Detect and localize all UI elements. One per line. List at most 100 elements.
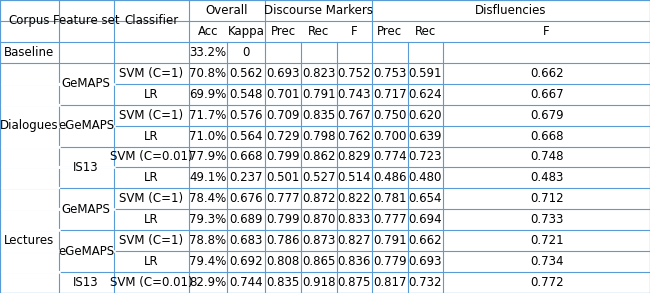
Text: 0.872: 0.872 bbox=[302, 192, 335, 205]
Text: 0.875: 0.875 bbox=[337, 276, 371, 289]
Text: 0.662: 0.662 bbox=[530, 67, 564, 80]
Text: 0.799: 0.799 bbox=[266, 151, 300, 163]
Text: 0.750: 0.750 bbox=[373, 109, 406, 122]
Text: eGeMAPS: eGeMAPS bbox=[58, 245, 114, 258]
Text: 0.576: 0.576 bbox=[229, 109, 263, 122]
Text: 0.624: 0.624 bbox=[409, 88, 442, 101]
Text: 0.591: 0.591 bbox=[409, 67, 442, 80]
Text: 0.823: 0.823 bbox=[302, 67, 335, 80]
Text: 0.833: 0.833 bbox=[337, 213, 371, 226]
Text: eGeMAPS: eGeMAPS bbox=[58, 119, 114, 132]
Text: 70.8%: 70.8% bbox=[189, 67, 227, 80]
Text: Overall: Overall bbox=[205, 4, 248, 17]
Text: Lectures: Lectures bbox=[4, 234, 55, 247]
Text: LR: LR bbox=[144, 171, 159, 184]
Text: 0.712: 0.712 bbox=[530, 192, 564, 205]
Text: Disfluencies: Disfluencies bbox=[475, 4, 547, 17]
Text: 0.777: 0.777 bbox=[373, 213, 406, 226]
Text: 0.817: 0.817 bbox=[373, 276, 406, 289]
Text: 0.733: 0.733 bbox=[530, 213, 564, 226]
Text: 0.799: 0.799 bbox=[266, 213, 300, 226]
Text: 0.808: 0.808 bbox=[266, 255, 300, 268]
Text: 0.721: 0.721 bbox=[530, 234, 564, 247]
Text: 33.2%: 33.2% bbox=[189, 46, 227, 59]
Text: SVM (C=1): SVM (C=1) bbox=[119, 67, 183, 80]
Text: 0.786: 0.786 bbox=[266, 234, 300, 247]
Text: 0.237: 0.237 bbox=[229, 171, 263, 184]
Text: 0.667: 0.667 bbox=[530, 88, 564, 101]
Text: 0.689: 0.689 bbox=[229, 213, 263, 226]
Text: 0.709: 0.709 bbox=[266, 109, 300, 122]
Text: 82.9%: 82.9% bbox=[189, 276, 227, 289]
Text: 0.694: 0.694 bbox=[409, 213, 442, 226]
Text: 0.732: 0.732 bbox=[409, 276, 442, 289]
Text: 0.679: 0.679 bbox=[530, 109, 564, 122]
Text: Corpus: Corpus bbox=[8, 14, 50, 28]
Text: 0.548: 0.548 bbox=[229, 88, 263, 101]
Text: SVM (C=0.01): SVM (C=0.01) bbox=[110, 151, 192, 163]
Text: 0.693: 0.693 bbox=[266, 67, 300, 80]
Text: 0.683: 0.683 bbox=[229, 234, 263, 247]
Text: 0.779: 0.779 bbox=[373, 255, 406, 268]
Text: Baseline: Baseline bbox=[4, 46, 55, 59]
Text: LR: LR bbox=[144, 255, 159, 268]
Text: Kappa: Kappa bbox=[228, 25, 265, 38]
Text: 0.753: 0.753 bbox=[373, 67, 406, 80]
Text: SVM (C=0.01): SVM (C=0.01) bbox=[110, 276, 192, 289]
Text: 0.701: 0.701 bbox=[266, 88, 300, 101]
Text: 71.7%: 71.7% bbox=[189, 109, 227, 122]
Text: 0.798: 0.798 bbox=[302, 130, 335, 142]
Text: GeMAPS: GeMAPS bbox=[62, 77, 110, 90]
Text: F: F bbox=[351, 25, 358, 38]
Text: 0.527: 0.527 bbox=[302, 171, 335, 184]
Text: LR: LR bbox=[144, 88, 159, 101]
Text: 0.862: 0.862 bbox=[302, 151, 335, 163]
Text: SVM (C=1): SVM (C=1) bbox=[119, 234, 183, 247]
Text: 0.822: 0.822 bbox=[337, 192, 371, 205]
Text: 0.835: 0.835 bbox=[302, 109, 335, 122]
Text: 0.918: 0.918 bbox=[302, 276, 335, 289]
Text: 0.791: 0.791 bbox=[373, 234, 406, 247]
Text: 0.723: 0.723 bbox=[409, 151, 442, 163]
Text: 0.835: 0.835 bbox=[266, 276, 300, 289]
Text: 0.486: 0.486 bbox=[373, 171, 406, 184]
Text: 0.639: 0.639 bbox=[409, 130, 442, 142]
Text: GeMAPS: GeMAPS bbox=[62, 203, 110, 216]
Text: 0.836: 0.836 bbox=[337, 255, 371, 268]
Text: 0.762: 0.762 bbox=[337, 130, 371, 142]
Text: 0.772: 0.772 bbox=[530, 276, 564, 289]
Text: 0.774: 0.774 bbox=[373, 151, 406, 163]
Text: 0: 0 bbox=[242, 46, 250, 59]
Text: 0.734: 0.734 bbox=[530, 255, 564, 268]
Text: Classifier: Classifier bbox=[124, 14, 178, 28]
Text: Discourse Markers: Discourse Markers bbox=[264, 4, 373, 17]
Text: 0.827: 0.827 bbox=[337, 234, 371, 247]
Text: 0.829: 0.829 bbox=[337, 151, 371, 163]
Text: IS13: IS13 bbox=[73, 161, 99, 174]
Text: 0.564: 0.564 bbox=[229, 130, 263, 142]
Text: 78.8%: 78.8% bbox=[189, 234, 227, 247]
Text: IS13: IS13 bbox=[73, 276, 99, 289]
Text: 0.662: 0.662 bbox=[409, 234, 442, 247]
Text: 0.865: 0.865 bbox=[302, 255, 335, 268]
Text: 79.3%: 79.3% bbox=[189, 213, 227, 226]
Text: 71.0%: 71.0% bbox=[189, 130, 227, 142]
Text: LR: LR bbox=[144, 213, 159, 226]
Text: Feature set: Feature set bbox=[53, 14, 120, 28]
Text: 0.620: 0.620 bbox=[409, 109, 442, 122]
Text: 0.668: 0.668 bbox=[530, 130, 564, 142]
Text: Rec: Rec bbox=[415, 25, 436, 38]
Text: SVM (C=1): SVM (C=1) bbox=[119, 192, 183, 205]
Text: 0.743: 0.743 bbox=[337, 88, 371, 101]
Text: 0.692: 0.692 bbox=[229, 255, 263, 268]
Text: 0.514: 0.514 bbox=[337, 171, 371, 184]
Text: 0.693: 0.693 bbox=[409, 255, 442, 268]
Text: 0.791: 0.791 bbox=[302, 88, 335, 101]
Text: 0.562: 0.562 bbox=[229, 67, 263, 80]
Text: 0.767: 0.767 bbox=[337, 109, 371, 122]
Text: 0.717: 0.717 bbox=[373, 88, 406, 101]
Text: 0.676: 0.676 bbox=[229, 192, 263, 205]
Text: Acc: Acc bbox=[198, 25, 218, 38]
Text: Prec: Prec bbox=[377, 25, 402, 38]
Text: Prec: Prec bbox=[270, 25, 296, 38]
